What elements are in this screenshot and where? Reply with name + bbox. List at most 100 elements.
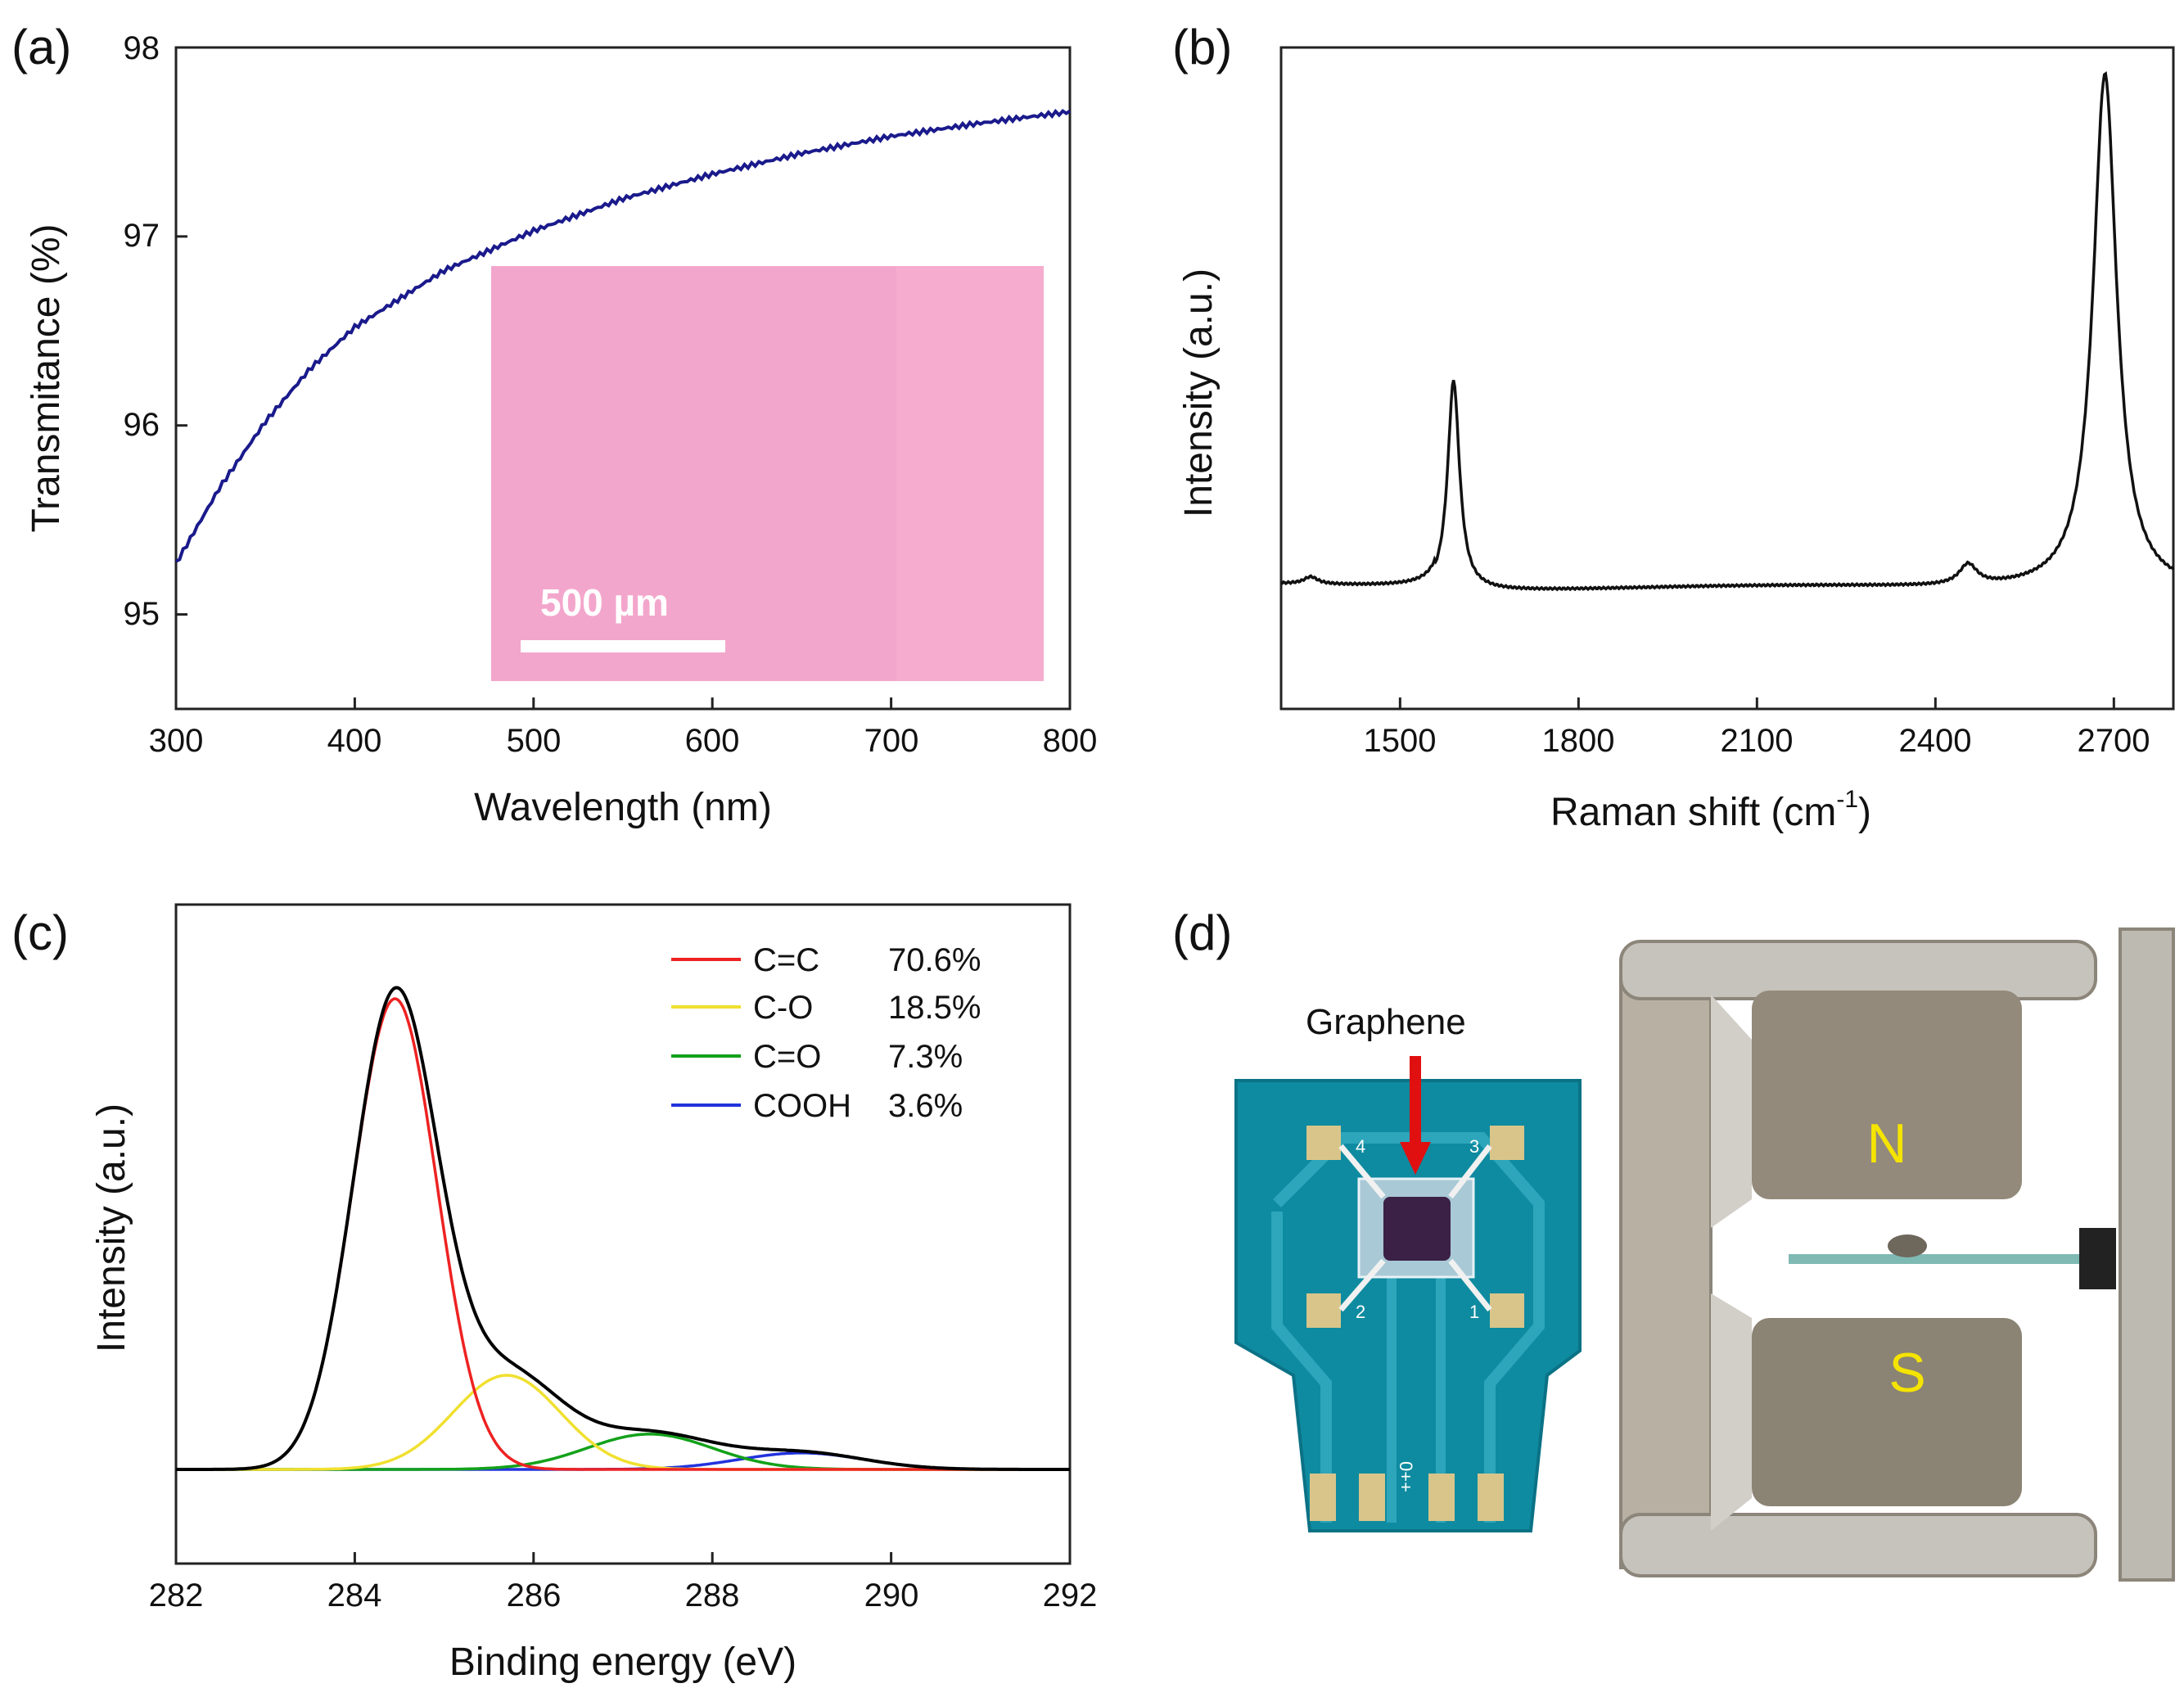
slide-clamp	[2079, 1228, 2116, 1289]
connector-pin	[1428, 1474, 1455, 1521]
x-tick-label: 282	[149, 1577, 204, 1614]
x-axis-title: Binding energy (eV)	[449, 1641, 796, 1684]
x-tick-label: 400	[327, 723, 382, 759]
x-tick-label: 1500	[1364, 723, 1437, 759]
arrow-shaft	[1410, 1056, 1421, 1146]
pcb-board: 4 3 2 1 0++	[1234, 1079, 1582, 1532]
contact-pad	[1306, 1293, 1341, 1328]
panel-a: (a) 500 µm 300 400 500 600 700 800 95 96…	[11, 20, 1097, 829]
x-tick-label: 286	[507, 1577, 562, 1614]
yoke-right	[2119, 927, 2175, 1582]
magnet-pole-north	[1752, 991, 2022, 1199]
x-tick-label: 2400	[1899, 723, 1972, 759]
panel-c-label: (c)	[11, 905, 69, 960]
x-axis-title-sup: -1	[1836, 786, 1858, 813]
envelope-line	[176, 986, 1070, 1471]
pcb-trace	[1271, 1212, 1332, 1523]
x-tick-label: 700	[864, 723, 919, 759]
graphene-arrow-icon	[1400, 1056, 1431, 1175]
panel-d-label: (d)	[1172, 905, 1232, 960]
x-tick-label: 600	[685, 723, 740, 759]
panel-d: (d) 4 3 2 1 0++ Graphene	[1172, 905, 2175, 1592]
panel-b-label: (b)	[1172, 20, 1232, 74]
y-axis-title: Transmitance (%)	[25, 224, 68, 533]
pad-label: 4	[1356, 1136, 1365, 1157]
pcb-trace	[1273, 1132, 1545, 1523]
panel-a-axes-frame	[174, 46, 1072, 711]
connector-pin	[1310, 1474, 1336, 1521]
x-tick-label: 800	[1043, 723, 1098, 759]
wire-bond	[1338, 1144, 1492, 1312]
panel-b-marks	[1280, 70, 2175, 709]
legend-label-ceo: C=O	[753, 1039, 821, 1075]
scale-bar	[521, 640, 725, 652]
panel-b-axes-frame	[1279, 46, 2175, 711]
x-axis-title: Wavelength (nm)	[474, 786, 772, 829]
connector-pin	[1359, 1474, 1385, 1521]
inset-micrograph-edge	[896, 266, 1044, 681]
panel-c-x-ticks: 282 284 286 288 290 292	[149, 1577, 1098, 1614]
legend-percent-ceo: 7.3%	[888, 1039, 963, 1075]
series-line-raman	[1280, 70, 2175, 592]
connector-pin	[1478, 1474, 1504, 1521]
y-tick-label: 98	[124, 30, 160, 66]
pad-label: 2	[1356, 1302, 1365, 1322]
panel-a-plot-area: 500 µm	[174, 46, 1072, 711]
legend-label-cc: C=C	[753, 942, 819, 978]
x-tick-label: 300	[149, 723, 204, 759]
yoke-inner-bevel	[1711, 995, 1752, 1228]
pad-label: 1	[1469, 1302, 1479, 1322]
magnet-pole-south	[1752, 1318, 2022, 1506]
yoke-bottom	[1619, 1513, 2097, 1577]
graphene-label: Graphene	[1306, 1002, 1466, 1042]
panel-a-marks	[174, 46, 1072, 709]
pad-label: 3	[1469, 1136, 1479, 1157]
panel-a-label: (a)	[11, 20, 71, 74]
x-tick-label: 2700	[2078, 723, 2150, 759]
contact-pad	[1490, 1293, 1524, 1328]
y-axis-title: Intensity (a.u.)	[90, 1104, 133, 1352]
legend-label-co: C-O	[753, 990, 813, 1026]
x-axis-title-main: Raman shift (cm	[1550, 791, 1836, 834]
pole-label-north: N	[1866, 1113, 1906, 1175]
scale-bar-label: 500 µm	[540, 581, 669, 624]
yoke-inner-bevel	[1711, 1293, 1752, 1531]
legend-percent-cooh: 3.6%	[888, 1088, 963, 1124]
series-line-transmittance	[175, 108, 1072, 563]
arrow-head	[1400, 1142, 1431, 1175]
legend-percent-cc: 70.6%	[888, 942, 981, 978]
panel-b-x-ticks: 1500 1800 2100 2400 2700	[1364, 723, 2150, 759]
x-tick-label: 288	[685, 1577, 740, 1614]
panel-a-x-ticks: 300 400 500 600 700 800	[149, 723, 1098, 759]
legend-label-cooh: COOH	[753, 1088, 851, 1124]
legend-percent-co: 18.5%	[888, 990, 981, 1026]
connector-label: 0++	[1396, 1461, 1416, 1492]
panel-a-inset: 500 µm	[491, 266, 1044, 681]
yoke-top	[1619, 940, 2097, 1000]
x-tick-label: 1800	[1542, 723, 1615, 759]
pole-label-south: S	[1888, 1342, 1925, 1404]
contact-pad	[1306, 1126, 1341, 1160]
sample-drop	[1888, 1234, 1927, 1257]
x-axis-title: Raman shift (cm-1)	[1550, 786, 1871, 834]
panel-c-marks	[174, 986, 1072, 1564]
y-tick-label: 95	[124, 596, 160, 632]
x-tick-label: 500	[507, 723, 562, 759]
panel-b: (b) 1500 1800 2100 2400 2700 Raman shift…	[1172, 20, 2175, 834]
sample-slide	[1789, 1254, 2108, 1264]
yoke-left	[1619, 977, 1712, 1569]
component-line-co	[176, 1374, 1070, 1471]
y-axis-title: Intensity (a.u.)	[1177, 269, 1221, 517]
x-tick-label: 2100	[1721, 723, 1794, 759]
y-tick-label: 96	[124, 407, 160, 443]
x-tick-label: 292	[1043, 1577, 1098, 1614]
x-axis-title-tail: )	[1858, 791, 1871, 834]
x-tick-label: 284	[327, 1577, 382, 1614]
component-line-ceo	[176, 1433, 1070, 1471]
magnet-assembly: N S	[1619, 927, 2175, 1592]
y-tick-label: 97	[124, 218, 160, 254]
panel-c: (c) 282 284 286 288 290 292 Binding ener…	[11, 903, 1098, 1684]
contact-pad	[1490, 1126, 1524, 1160]
graphene-sample	[1383, 1197, 1451, 1261]
x-tick-label: 290	[864, 1577, 919, 1614]
